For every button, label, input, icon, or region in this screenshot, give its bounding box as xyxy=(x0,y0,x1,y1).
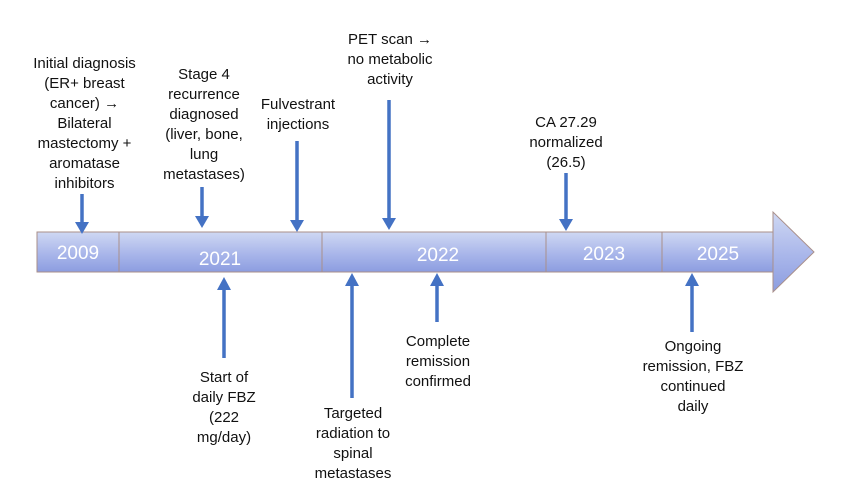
segment-2025-label: 2025 xyxy=(697,244,739,265)
segment-2025: 2025 xyxy=(661,231,774,273)
segment-2021: 2021 xyxy=(118,231,323,273)
segment-2022-label: 2022 xyxy=(417,245,459,266)
event-start-fbz: Start of daily FBZ (222 mg/day) xyxy=(192,369,256,446)
arrow-start-fbz xyxy=(217,277,231,358)
event-stage4-recurrence: Stage 4 recurrence diagnosed (liver, bon… xyxy=(163,66,245,183)
segment-2023-label: 2023 xyxy=(583,244,625,265)
timeline-arrow-tip xyxy=(772,210,815,294)
arrow-stage4-recurrence xyxy=(195,187,209,228)
arrow-ca2729 xyxy=(559,173,573,231)
event-initial-diagnosis: Initial diagnosis (ER+ breast cancer) → … xyxy=(33,55,136,192)
arrow-targeted-radiation xyxy=(345,273,359,398)
event-ongoing-remission: Ongoing remission, FBZ continued daily xyxy=(642,338,744,415)
arrow-fulvestrant xyxy=(290,141,304,232)
event-fulvestrant: Fulvestrant injections xyxy=(260,96,336,133)
arrow-ongoing-remission xyxy=(685,273,699,332)
segment-2022: 2022 xyxy=(321,231,547,273)
event-complete-remission: Complete remission confirmed xyxy=(405,333,471,390)
arrow-pet-scan xyxy=(382,100,396,230)
event-targeted-radiation: Targeted radiation to spinal metastases xyxy=(314,405,392,482)
segment-2023: 2023 xyxy=(545,231,663,273)
event-ca2729: CA 27.29 normalized (26.5) xyxy=(529,114,603,171)
segment-2021-label: 2021 xyxy=(199,249,241,270)
segment-2009: 2009 xyxy=(36,231,120,273)
arrow-complete-remission xyxy=(430,273,444,322)
event-pet-scan: PET scan → no metabolic activity xyxy=(347,31,433,88)
segment-2009-label: 2009 xyxy=(57,243,99,264)
arrow-initial-diagnosis xyxy=(75,194,89,234)
